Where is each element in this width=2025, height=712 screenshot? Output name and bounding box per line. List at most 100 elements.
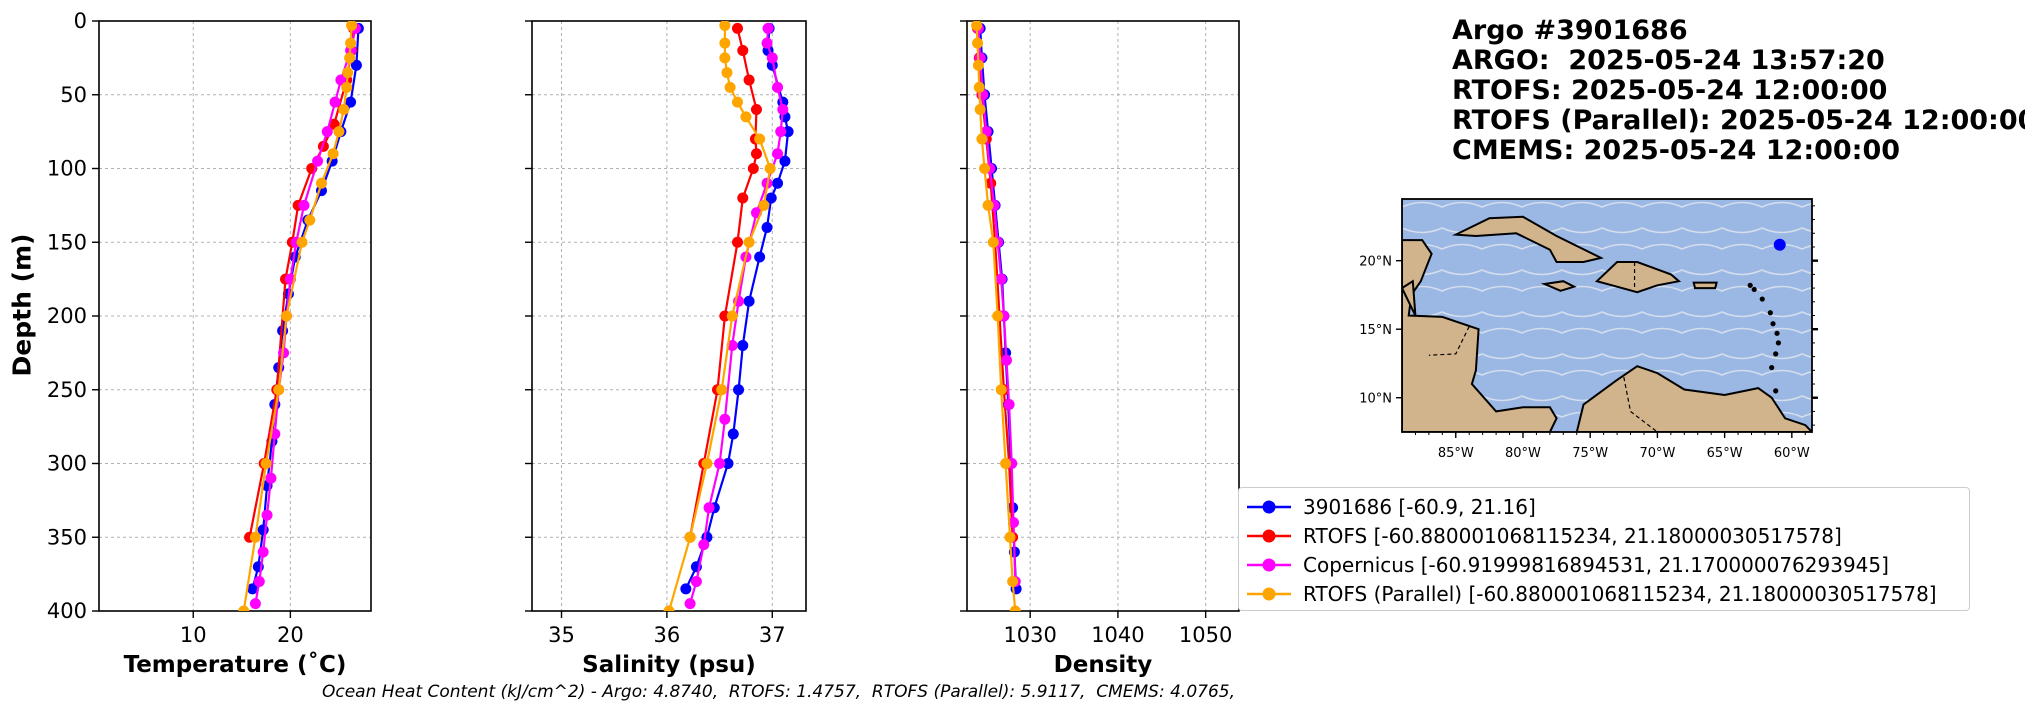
data-point-copernicus [321, 126, 333, 138]
temperature-panel: 0 50 100 150 200 250 300 350 400 10 20 [47, 9, 372, 647]
current-streamline [1402, 353, 1812, 360]
data-point-rtofs_parallel [973, 81, 985, 93]
data-point-rtofs_parallel [1009, 605, 1021, 611]
legend-entry-rtofs: RTOFS [-60.880001068115234, 21.180000305… [1245, 521, 1969, 550]
y-tick-label: 100 [47, 157, 87, 181]
land-mass [1540, 280, 1577, 292]
data-point-copernicus [312, 155, 324, 167]
float-location-marker [1773, 238, 1786, 251]
series-group [663, 21, 794, 611]
land-mass [1594, 261, 1682, 294]
plot-frame [531, 20, 807, 612]
legend-marker-argo [1247, 500, 1291, 513]
data-point-argo [345, 96, 357, 108]
legend-label-copernicus: Copernicus [-60.91999816894531, 21.17000… [1303, 552, 1889, 577]
island-marker [1774, 330, 1780, 336]
land-mass [1692, 281, 1718, 290]
data-point-rtofs_parallel [345, 37, 357, 49]
data-point-rtofs_parallel [304, 214, 316, 226]
data-point-rtofs_parallel [719, 52, 731, 64]
series-line-rtofs_parallel [667, 25, 772, 611]
y-tick-label: 0 [74, 9, 87, 33]
data-point-argo [733, 384, 745, 396]
legend-label-argo: 3901686 [-60.9, 21.16] [1303, 494, 1536, 519]
island-marker [1769, 364, 1775, 371]
argo-time: ARGO: 2025-05-24 13:57:20 [1452, 45, 1885, 76]
island-marker [1773, 388, 1779, 394]
data-point-rtofs [737, 45, 749, 56]
data-point-copernicus [690, 576, 702, 587]
y-tick-label: 400 [47, 599, 87, 623]
profile-info-block: Argo #3901686 ARGO: 2025-05-24 13:57:20 … [1452, 16, 2025, 166]
legend-marker-copernicus [1247, 558, 1291, 571]
x-tick-label: 10 [180, 623, 207, 647]
data-point-rtofs_parallel [663, 605, 675, 611]
salinity-axis-label: Salinity (psu) [582, 652, 756, 678]
data-point-rtofs [747, 163, 759, 174]
map-lon-label: 70°W [1639, 446, 1675, 461]
data-point-argo [765, 192, 777, 204]
legend-entry-rtofs-parallel: RTOFS (Parallel) [-60.880001068115234, 2… [1245, 579, 1969, 608]
data-point-copernicus [261, 509, 273, 521]
island-marker [1773, 351, 1779, 357]
y-tick-label: 50 [60, 83, 87, 107]
data-point-copernicus [703, 502, 715, 514]
legend-marker-rtofs [1247, 529, 1291, 542]
map-lon-label: 80°W [1505, 446, 1541, 461]
data-point-rtofs [737, 192, 749, 204]
data-point-copernicus [719, 413, 731, 425]
current-streamline [1402, 369, 1812, 376]
density-panel: 1030 1040 1050 [960, 20, 1240, 647]
data-point-copernicus [762, 22, 774, 34]
data-point-copernicus [777, 104, 789, 115]
y-tick-label: 350 [47, 525, 87, 549]
data-point-rtofs_parallel [732, 96, 743, 108]
data-point-argo [772, 177, 784, 189]
x-tick-label: 36 [654, 623, 681, 647]
data-point-rtofs_parallel [995, 384, 1007, 396]
legend-entry-argo: 3901686 [-60.9, 21.16] [1245, 492, 1969, 521]
data-point-rtofs_parallel [1007, 576, 1019, 587]
island-marker [1775, 340, 1781, 346]
data-point-rtofs_parallel [982, 199, 994, 211]
data-point-rtofs_parallel [315, 177, 327, 189]
island-marker [1747, 282, 1753, 288]
x-tick-label: 1030 [1003, 623, 1056, 647]
data-point-argo [722, 458, 734, 469]
data-point-argo [761, 222, 773, 233]
data-point-copernicus [257, 546, 269, 558]
map-lon-label: 60°W [1774, 446, 1810, 461]
data-point-copernicus [1008, 517, 1020, 528]
x-tick-label: 1040 [1091, 623, 1144, 647]
plot-frame [98, 20, 372, 612]
data-point-rtofs_parallel [344, 52, 356, 64]
data-point-rtofs_parallel [758, 199, 770, 211]
data-point-rtofs_parallel [724, 81, 736, 93]
data-point-rtofs_parallel [972, 37, 984, 49]
y-tick-label: 150 [47, 230, 87, 254]
data-point-copernicus [775, 126, 787, 138]
current-streamline [1402, 201, 1812, 208]
legend-marker-rtofs-parallel [1247, 587, 1291, 600]
series-group [971, 21, 1022, 611]
data-point-rtofs [732, 22, 743, 34]
data-point-rtofs_parallel [740, 111, 752, 123]
data-point-argo [737, 340, 749, 351]
density-axis-label: Density [1053, 652, 1153, 678]
data-point-copernicus [772, 148, 784, 160]
depth-axis-label: Depth (m) [7, 233, 37, 377]
data-point-rtofs_parallel [716, 384, 728, 396]
data-point-copernicus [249, 598, 261, 610]
data-point-argo [743, 295, 755, 307]
data-point-rtofs_parallel [1004, 531, 1016, 543]
data-point-rtofs_parallel [976, 133, 988, 145]
data-point-rtofs_parallel [346, 21, 358, 31]
map-lon-label: 75°W [1572, 446, 1608, 461]
data-point-copernicus [714, 458, 726, 469]
current-streamline [1402, 311, 1812, 318]
land-mass [1402, 239, 1558, 432]
data-point-copernicus [265, 472, 277, 484]
x-tick-label: 20 [277, 623, 304, 647]
y-tick-label: 200 [47, 304, 87, 328]
